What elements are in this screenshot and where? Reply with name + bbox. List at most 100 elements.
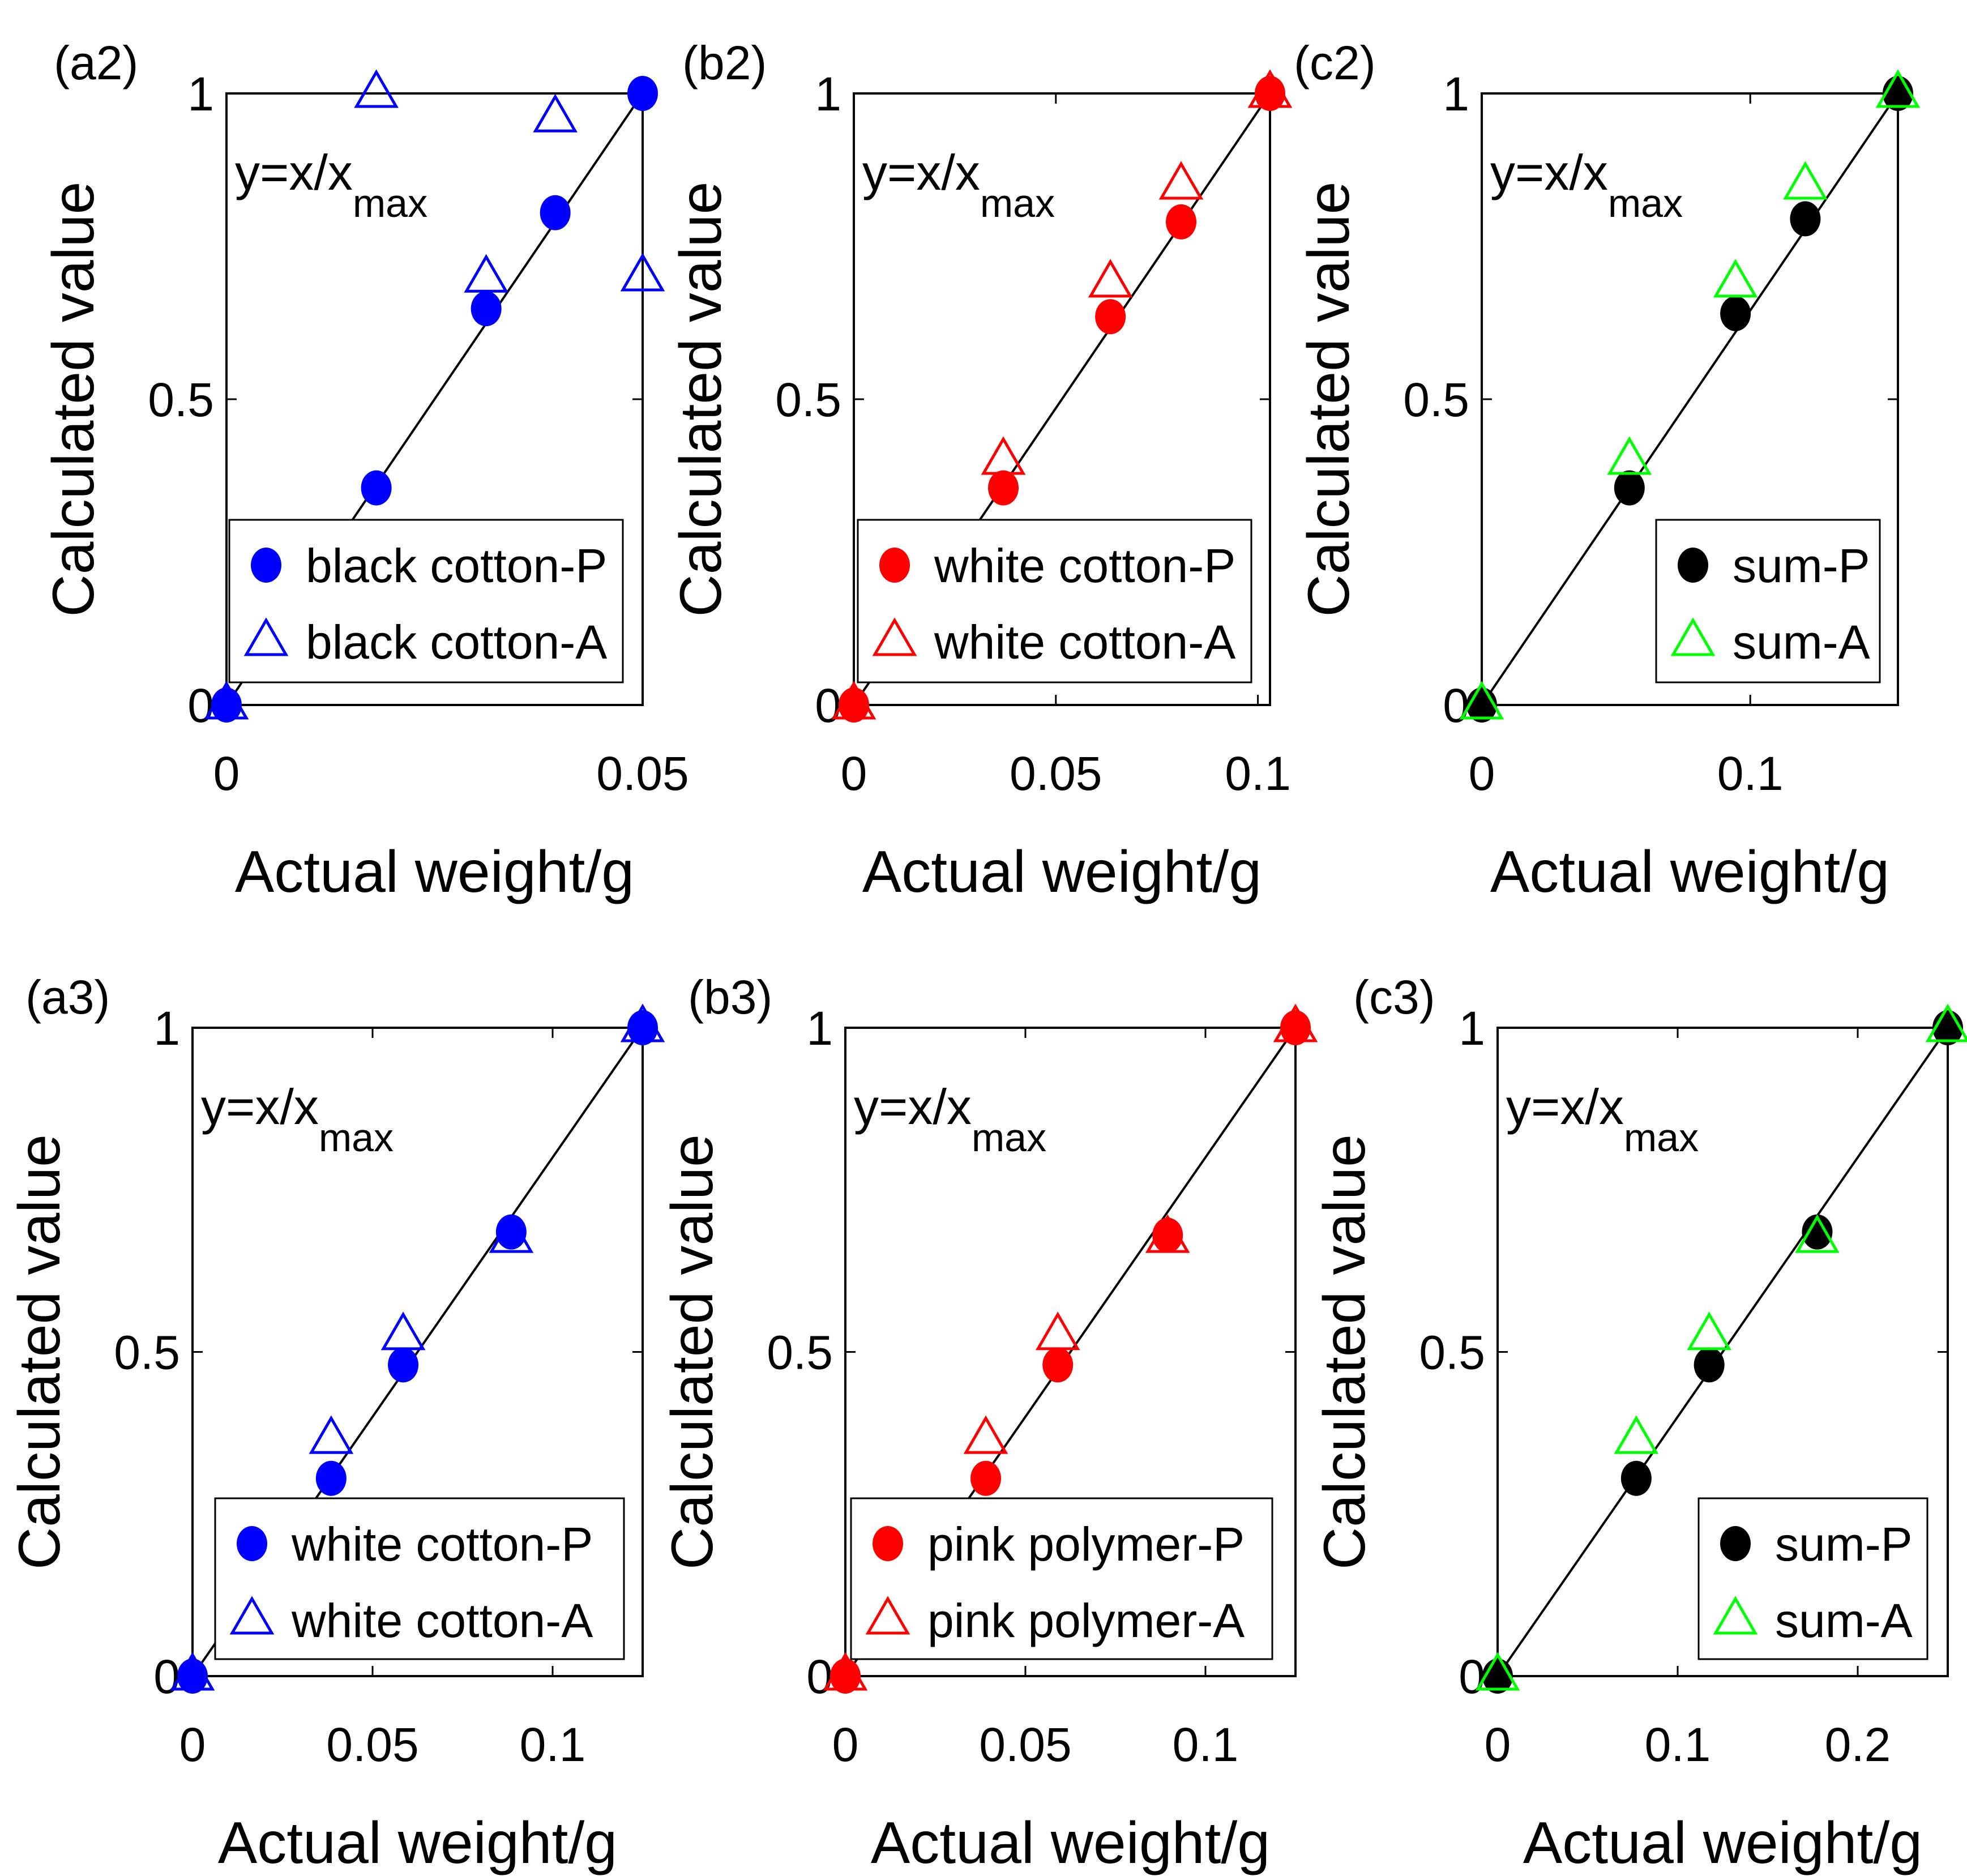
x-tick-label: 0.1 [1173,1718,1239,1771]
fit-equation: y=x/xmax [854,1079,1046,1160]
data-point-circle [1802,1214,1833,1250]
legend [850,1497,1273,1660]
data-point-circle [970,1460,1002,1496]
x-tick-label: 0.05 [326,1718,419,1771]
y-tick-label: 0.5 [767,1326,833,1379]
x-axis-label: Actual weight/g [1523,1810,1922,1876]
data-point-circle [988,470,1019,506]
panel-b2: 0 0.05 0.1 0 0.5 1 Actual weight/g Calculated v… [668,36,1293,905]
fit-equation-subscript: max [1608,181,1683,225]
fit-equation-main: y=x/x [1490,144,1608,200]
data-point-circle [1694,1347,1725,1383]
data-point-triangle [963,1415,1008,1454]
y-tick-label: 0 [153,1650,180,1703]
legend-entry-label: white cotton-P [934,539,1235,592]
legend-marker-circle [1678,548,1708,583]
data-point-circle [1152,1217,1183,1253]
data-point-triangle [1035,1311,1080,1351]
y-tick-label: 0.5 [1419,1326,1485,1379]
fit-equation-main: y=x/x [854,1079,972,1135]
panel-a2: 0 0.05 0 0.5 1 Actual weight/g Calculated valu… [41,36,689,905]
data-point-triangle [1459,681,1504,720]
x-axis-label: Actual weight/g [235,839,634,905]
legend-entry-label: sum-A [1733,616,1870,669]
x-tick-label: 0 [179,1718,206,1771]
data-point-circle [540,195,571,230]
data-point-triangle [170,1652,215,1691]
legend-marker-circle [251,548,281,583]
fit-equation-main: y=x/x [862,144,980,200]
legend-entry-label: sum-P [1733,539,1870,592]
panel-label: (b2) [682,36,767,89]
data-point-circle [1790,201,1821,237]
x-tick-label: 0.2 [1825,1718,1891,1771]
data-point-triangle [1925,1003,1967,1042]
fit-equation-subscript: max [980,181,1055,225]
y-tick-label: 1 [1459,1002,1485,1055]
legend-marker-triangle [872,617,917,656]
y-axis-label: Calculated value [41,182,106,617]
data-point-circle [388,1347,419,1383]
data-point-triangle [620,253,665,292]
legend-entry-label: sum-A [1775,1594,1913,1647]
x-axis-label: Actual weight/g [218,1810,617,1876]
legend-marker-triangle [1713,1596,1758,1635]
legend [857,519,1252,683]
y-tick-label: 0.5 [148,373,214,426]
y-axis-label: Calculated value [1296,182,1362,617]
y-tick-label: 0 [1443,679,1469,732]
data-point-triangle [464,254,508,293]
x-tick-label: 0 [1485,1718,1511,1771]
data-point-circle [471,291,502,327]
data-point-triangle [1273,1003,1318,1042]
data-point-circle [1095,299,1126,335]
legend-marker-circle [873,1526,903,1561]
data-point-triangle [1687,1311,1731,1351]
data-point-circle [1614,470,1645,506]
fit-line [1481,92,1899,706]
data-point-triangle [354,69,399,108]
y-tick-label: 1 [153,1002,180,1055]
legend [1655,519,1881,683]
x-tick-label: 0 [1469,747,1495,800]
legend-marker-triangle [243,617,289,656]
panel-label: (a3) [25,971,110,1024]
data-point-triangle [1713,259,1758,298]
y-tick-label: 1 [815,67,841,121]
legend-marker-circle [1720,1526,1751,1561]
x-axis-label: Actual weight/g [1490,839,1889,905]
data-point-triangle [1158,161,1204,200]
y-tick-label: 0 [815,679,841,732]
fit-equation: y=x/xmax [1506,1079,1699,1160]
panel-label: (a2) [54,36,138,89]
panel-label: (c2) [1294,36,1376,89]
y-tick-label: 0.5 [114,1326,180,1379]
legend-entry-label: white cotton-P [291,1518,593,1571]
y-axis-label: Calculated value [660,1134,725,1570]
legend [214,1497,625,1660]
data-point-triangle [981,436,1026,475]
data-point-circle [495,1214,527,1250]
y-tick-label: 0 [187,679,214,732]
legend-entry-label: pink polymer-A [927,1594,1245,1647]
x-axis-label: Actual weight/g [871,1810,1270,1876]
legend-entry-label: sum-P [1775,1518,1913,1571]
fit-equation-subscript: max [353,181,427,225]
x-tick-label: 0.1 [520,1718,586,1771]
data-point-triangle [380,1311,426,1351]
y-tick-label: 1 [806,1002,833,1055]
data-point-triangle [1145,1214,1190,1253]
legend-entry-label: black cotton-A [306,616,607,669]
legend [228,519,624,683]
y-axis-label: Calculated value [668,182,734,617]
fit-line [1496,1027,1949,1677]
data-point-circle [315,1460,347,1496]
legend-entry-label: white cotton-A [934,616,1235,669]
x-tick-label: 0 [841,747,867,800]
data-point-circle [361,470,392,506]
y-tick-label: 1 [187,67,214,121]
data-point-triangle [309,1415,354,1454]
y-tick-label: 0 [806,1650,833,1703]
x-tick-label: 0 [832,1718,859,1771]
fit-equation-subscript: max [1624,1116,1699,1160]
